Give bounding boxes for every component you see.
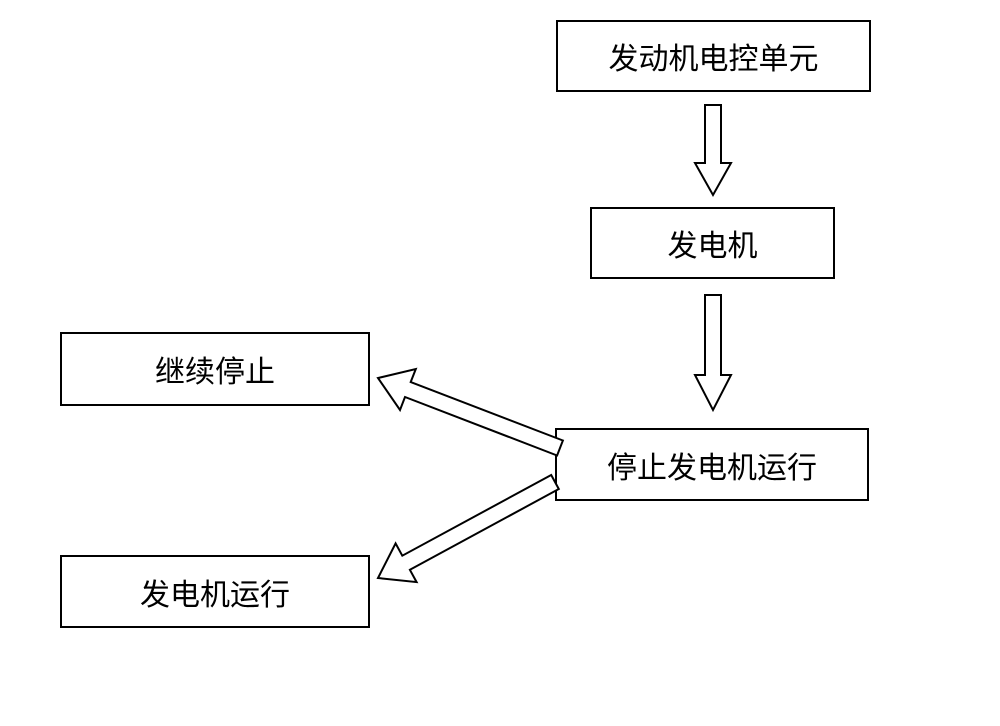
node-generator-run: 发电机运行 <box>60 555 370 628</box>
node-continue-stop: 继续停止 <box>60 332 370 406</box>
node-generator: 发电机 <box>590 207 835 279</box>
node-stop-generator: 停止发电机运行 <box>555 428 869 501</box>
arrow-stop-to-continue <box>370 360 570 470</box>
arrow-ecu-to-generator <box>695 105 731 195</box>
node-ecu: 发动机电控单元 <box>556 20 871 92</box>
arrow-stop-to-run <box>370 470 570 590</box>
arrow-generator-to-stop <box>695 295 731 410</box>
diagram-canvas: 发动机电控单元 发电机 停止发电机运行 继续停止 发电机运行 <box>0 0 1000 726</box>
